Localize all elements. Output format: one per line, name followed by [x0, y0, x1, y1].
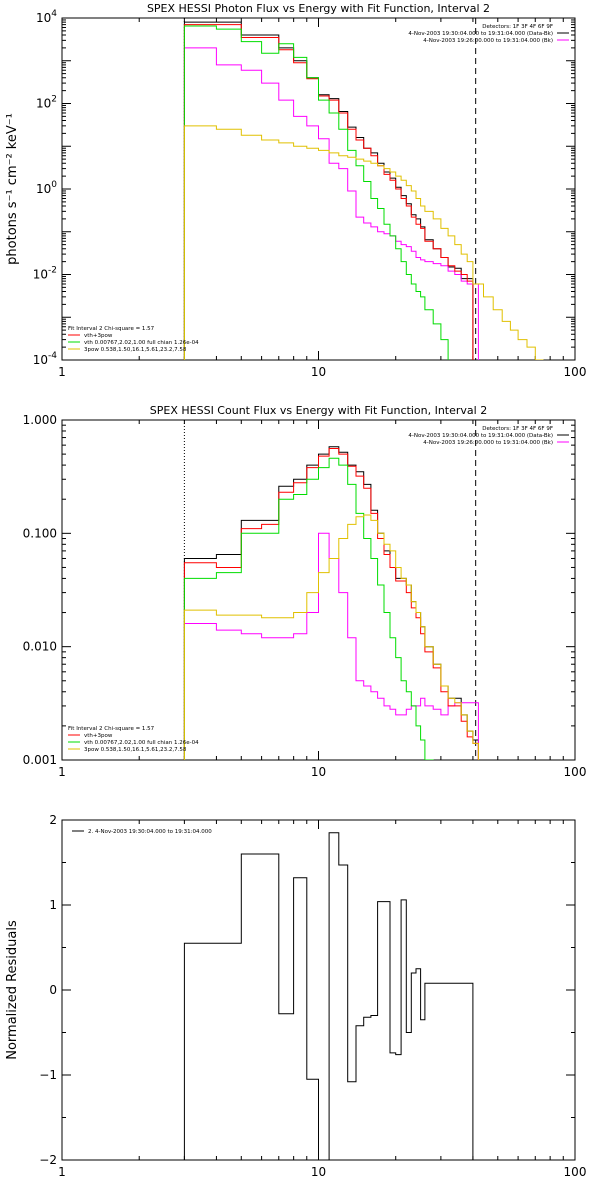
chart-panel-3: 1 10 100 −2 −1 0 1 2 Normalized Residuals 2. 4-No…: [5, 813, 587, 1179]
x-tick-label: 100: [564, 365, 587, 379]
y-axis-label: Normalized Residuals: [5, 920, 20, 1060]
series-group: [183, 446, 479, 760]
y-tick-label: 0.010: [23, 640, 57, 654]
y-tick-label: 10-2: [33, 266, 57, 282]
series-group: [183, 21, 544, 360]
y-tick-label: 10-4: [33, 351, 58, 367]
y-axis-label: photons s⁻¹ cm⁻² keV⁻¹: [5, 113, 20, 265]
plot-frame: [61, 17, 576, 361]
series-line-1: [183, 532, 479, 760]
legend-bottom-entry: vth+3pow: [84, 733, 113, 739]
chart-panel-1: SPEX HESSI Photon Flux vs Energy with Fi…: [5, 2, 587, 379]
legend-bottom-entry: vth+3pow: [84, 333, 113, 339]
legend-bottom-entry: 3pow 0.538,1.50,16.1,5.61,23.2,7.58: [84, 747, 187, 753]
legend-top-entry: 4-Nov-2003 19:26:00.000 to 19:31:04.000 …: [423, 38, 553, 44]
y-tick-label: 1: [49, 898, 57, 912]
series-line-1: [183, 47, 479, 360]
x-tick-label: 100: [564, 765, 587, 779]
series-line-3: [183, 25, 449, 360]
y-tick-label: 104: [36, 9, 57, 25]
series-line-0: [183, 446, 479, 760]
chart-title: SPEX HESSI Photon Flux vs Energy with Fi…: [147, 2, 490, 15]
legend-top-entry: 4-Nov-2003 19:30:04.000 to 19:31:04.000 …: [408, 433, 553, 439]
legend-top-entry: Detectors: 1F 3F 4F 6F 9F: [482, 426, 553, 432]
legend-bottom-entry: vth 0.00767,2.02,1.00 full chian 1.26e-0…: [84, 340, 199, 346]
y-tick-label: 0: [49, 983, 57, 997]
x-tick-label: 1: [58, 1165, 66, 1179]
legend-entry: 2. 4-Nov-2003 19:30:04.000 to 19:31:04.0…: [88, 829, 212, 835]
series-line-3: [183, 457, 434, 760]
legend-top-entry: 4-Nov-2003 19:30:04.000 to 19:31:04.000 …: [408, 31, 553, 37]
x-tick-label: 10: [311, 365, 326, 379]
series-group: [183, 832, 474, 1160]
x-tick-label: 100: [564, 1165, 587, 1179]
chart-title: SPEX HESSI Count Flux vs Energy with Fit…: [150, 404, 487, 417]
y-tick-label: 102: [36, 95, 57, 111]
legend-bottom-entry: Fit Interval 2 Chi-square = 1.57: [68, 326, 155, 332]
series-line-4: [183, 514, 479, 760]
chart-panel-2: SPEX HESSI Count Flux vs Energy with Fit…: [23, 404, 587, 779]
legend-top-entry: 4-Nov-2003 19:26:00.000 to 19:31:04.000 …: [423, 440, 553, 446]
x-tick-label: 1: [58, 765, 66, 779]
series-line-2: [183, 448, 479, 760]
legend-bottom-entry: 3pow 0.538,1.50,16.1,5.61,23.2,7.58: [84, 347, 187, 353]
y-tick-label: 0.100: [23, 526, 57, 540]
y-tick-label: 1.000: [23, 413, 57, 427]
x-tick-label: 1: [58, 365, 66, 379]
legend-top-entry: Detectors: 1F 3F 4F 6F 9F: [482, 24, 553, 30]
y-tick-label: −2: [39, 1153, 57, 1167]
series-line-2: [183, 24, 474, 360]
y-tick-label: −1: [39, 1068, 57, 1082]
x-tick-label: 10: [311, 1165, 326, 1179]
y-tick-label: 100: [36, 180, 57, 196]
legend-bottom-entry: vth 0.00767,2.02,1.00 full chian 1.26e-0…: [84, 740, 199, 746]
y-tick-label: 0.001: [23, 753, 57, 767]
legend-bottom-entry: Fit Interval 2 Chi-square = 1.57: [68, 726, 155, 732]
series-line-0: [183, 832, 474, 1160]
x-tick-label: 10: [311, 765, 326, 779]
series-line-4: [183, 125, 544, 360]
y-tick-label: 2: [49, 813, 57, 827]
